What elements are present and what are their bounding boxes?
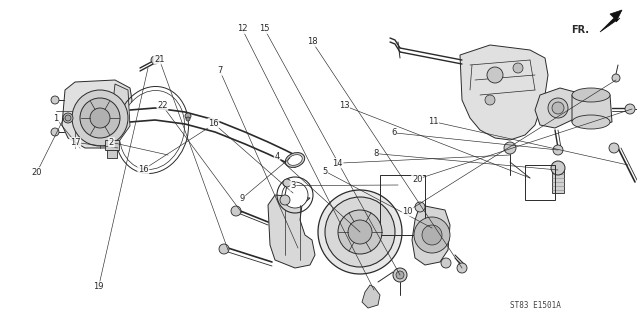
Circle shape	[151, 56, 159, 64]
Text: 11: 11	[428, 117, 438, 126]
Circle shape	[422, 225, 442, 245]
Circle shape	[552, 102, 564, 114]
Ellipse shape	[285, 153, 304, 167]
Circle shape	[393, 268, 407, 282]
Text: FR.: FR.	[571, 25, 589, 35]
Circle shape	[338, 210, 382, 254]
Text: 18: 18	[307, 37, 317, 46]
Text: 10: 10	[403, 207, 413, 216]
Circle shape	[396, 271, 404, 279]
Circle shape	[625, 104, 635, 114]
Circle shape	[504, 142, 516, 154]
Circle shape	[72, 90, 128, 146]
Circle shape	[348, 220, 372, 244]
Polygon shape	[572, 90, 612, 128]
Polygon shape	[535, 88, 578, 128]
Circle shape	[282, 182, 308, 208]
Text: 16: 16	[138, 165, 148, 174]
Text: 9: 9	[240, 194, 245, 203]
Circle shape	[219, 244, 229, 254]
Circle shape	[280, 195, 290, 205]
Polygon shape	[108, 84, 130, 148]
Circle shape	[513, 63, 523, 73]
Circle shape	[65, 115, 71, 121]
Text: 14: 14	[333, 159, 343, 168]
Text: 1: 1	[54, 114, 59, 123]
Text: 2: 2	[109, 138, 114, 147]
Circle shape	[63, 113, 73, 123]
Circle shape	[80, 98, 120, 138]
Bar	[525, 165, 555, 200]
Circle shape	[553, 145, 563, 155]
Circle shape	[441, 258, 451, 268]
Circle shape	[90, 108, 110, 128]
Text: 20: 20	[32, 168, 42, 177]
Text: 21: 21	[154, 55, 164, 64]
Text: 6: 6	[391, 128, 396, 137]
Text: 13: 13	[339, 101, 349, 110]
Text: 19: 19	[94, 282, 104, 291]
Circle shape	[325, 197, 395, 267]
Text: 16: 16	[208, 119, 218, 128]
Circle shape	[185, 113, 191, 119]
Circle shape	[51, 96, 59, 104]
Bar	[380, 175, 425, 235]
Polygon shape	[268, 195, 315, 268]
Text: 20: 20	[412, 175, 422, 184]
Circle shape	[414, 217, 450, 253]
Text: 12: 12	[237, 24, 247, 33]
Text: ST83 E1501A: ST83 E1501A	[510, 301, 561, 310]
Circle shape	[612, 74, 620, 82]
Circle shape	[51, 128, 59, 136]
Text: 22: 22	[157, 101, 168, 110]
Ellipse shape	[572, 88, 610, 102]
Polygon shape	[600, 10, 622, 32]
Text: 7: 7	[217, 66, 222, 75]
Ellipse shape	[288, 155, 302, 165]
Circle shape	[283, 179, 291, 187]
Ellipse shape	[572, 115, 610, 129]
Circle shape	[551, 161, 565, 175]
Text: 17: 17	[70, 138, 80, 147]
Circle shape	[457, 263, 467, 273]
Text: 15: 15	[259, 24, 269, 33]
Ellipse shape	[119, 91, 185, 170]
Text: 8: 8	[373, 149, 378, 158]
Circle shape	[609, 143, 619, 153]
Bar	[107, 150, 117, 158]
Polygon shape	[412, 205, 450, 265]
Bar	[552, 168, 564, 193]
Polygon shape	[362, 285, 380, 308]
Circle shape	[548, 98, 568, 118]
Circle shape	[186, 117, 190, 121]
Polygon shape	[460, 45, 548, 140]
Circle shape	[415, 202, 425, 212]
Text: 5: 5	[322, 167, 327, 176]
Circle shape	[485, 95, 495, 105]
Bar	[105, 140, 119, 150]
Circle shape	[231, 206, 241, 216]
Circle shape	[487, 67, 503, 83]
Circle shape	[318, 190, 402, 274]
Text: 4: 4	[275, 152, 280, 161]
Polygon shape	[62, 80, 132, 148]
Text: 3: 3	[290, 181, 296, 190]
